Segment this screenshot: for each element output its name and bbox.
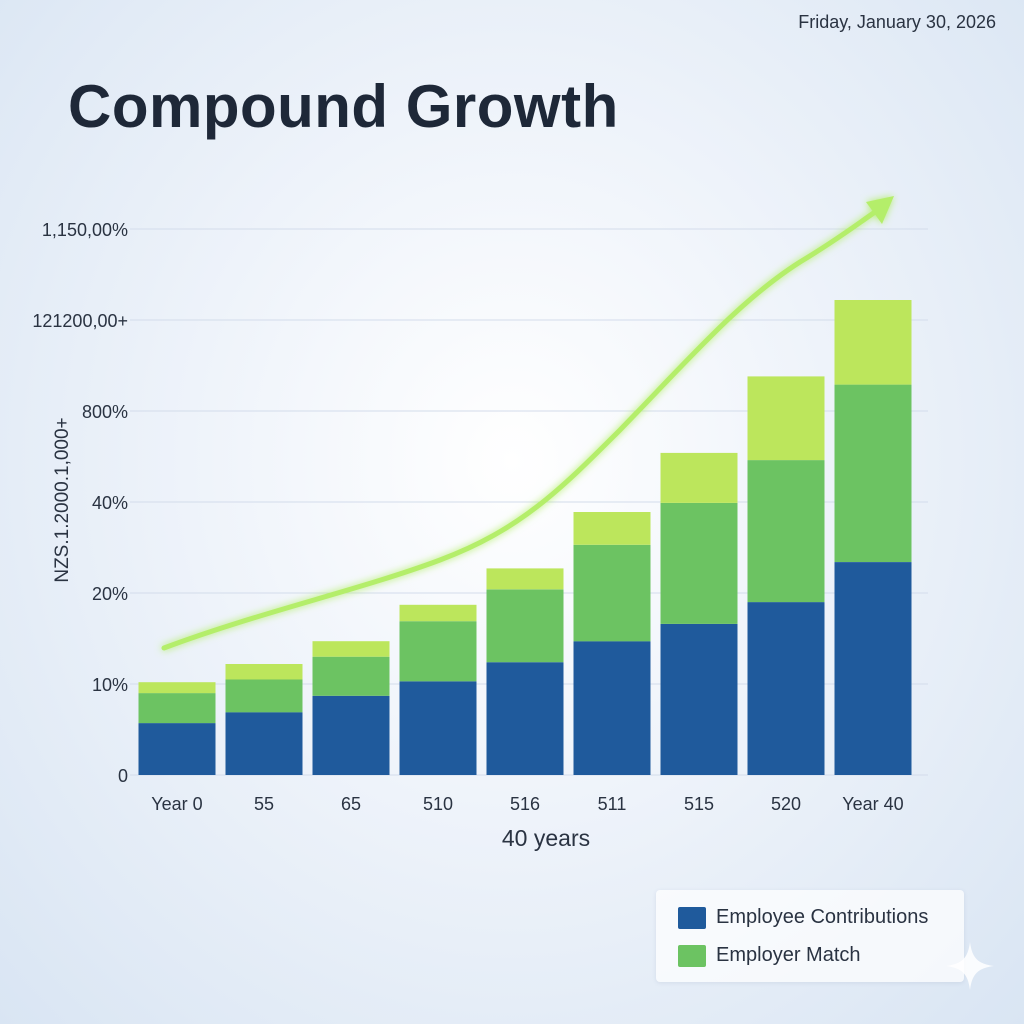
date-label: Friday, January 30, 2026 <box>798 12 996 32</box>
bar-segment <box>573 641 651 775</box>
bar-segment <box>138 693 216 724</box>
bar-segment <box>138 682 216 694</box>
bar-segment <box>399 681 477 775</box>
y-tick-label: 40% <box>92 493 128 513</box>
x-tick-label: 516 <box>510 794 540 814</box>
bar-segment <box>399 604 477 622</box>
x-axis-ticks: Year 0 55 65 510 516 511 515 520 Year 40 <box>151 794 903 814</box>
y-axis-label: NZS.1.2000.1,000+ <box>52 417 73 582</box>
y-tick-label: 0 <box>118 766 128 786</box>
x-tick-label: Year 0 <box>151 794 202 814</box>
bar-segment <box>834 562 912 775</box>
x-tick-label: 515 <box>684 794 714 814</box>
bar-segment <box>573 544 651 642</box>
y-axis-ticks: 0 10% 20% 40% 800% 121200,00+ 1,150,00% <box>32 220 128 786</box>
legend-item-employee: Employee Contributions <box>678 906 928 929</box>
bar-segment <box>138 723 216 775</box>
bar-segment <box>312 656 390 696</box>
trend-line <box>161 207 881 651</box>
bar-segment <box>747 460 825 603</box>
bar-segment <box>486 662 564 775</box>
x-tick-label: 55 <box>254 794 274 814</box>
bar-segment <box>660 623 738 775</box>
bar-segment <box>225 712 303 775</box>
bar-segment <box>225 679 303 713</box>
bar-segment <box>486 589 564 663</box>
x-tick-label: 510 <box>423 794 453 814</box>
bar-segment <box>747 602 825 775</box>
bar-segment <box>486 568 564 590</box>
bar-segment <box>660 502 738 624</box>
bars <box>138 300 912 775</box>
bar-segment <box>225 664 303 680</box>
y-tick-label: 1,150,00% <box>42 220 128 240</box>
legend-item-employer: Employer Match <box>678 944 861 967</box>
legend-swatch-employee <box>678 906 706 929</box>
bar-segment <box>399 621 477 682</box>
y-tick-label: 800% <box>82 402 128 422</box>
bar-segment <box>834 384 912 562</box>
x-tick-label: 65 <box>341 794 361 814</box>
bar-segment <box>312 641 390 657</box>
x-tick-label: Year 40 <box>842 794 903 814</box>
y-tick-label: 10% <box>92 675 128 695</box>
bar-segment <box>834 300 912 385</box>
y-tick-label: 121200,00+ <box>32 311 128 331</box>
trend-arrowhead <box>866 196 894 224</box>
x-tick-label: 520 <box>771 794 801 814</box>
chart-title: Compound Growth <box>68 73 619 140</box>
legend: Employee Contributions Employer Match <box>656 890 964 982</box>
bar-segment <box>747 376 825 461</box>
x-axis-label: 40 years <box>502 825 590 851</box>
legend-swatch-employer <box>678 944 706 967</box>
bar-segment <box>660 452 738 503</box>
x-tick-label: 511 <box>598 794 627 814</box>
sparkle-icon <box>946 942 994 990</box>
legend-label-employee: Employee Contributions <box>716 906 929 928</box>
y-tick-label: 20% <box>92 584 128 604</box>
legend-label-employer: Employer Match <box>716 944 861 966</box>
bar-segment <box>312 695 390 775</box>
trend-arrow <box>161 196 894 651</box>
bar-segment <box>573 512 651 545</box>
